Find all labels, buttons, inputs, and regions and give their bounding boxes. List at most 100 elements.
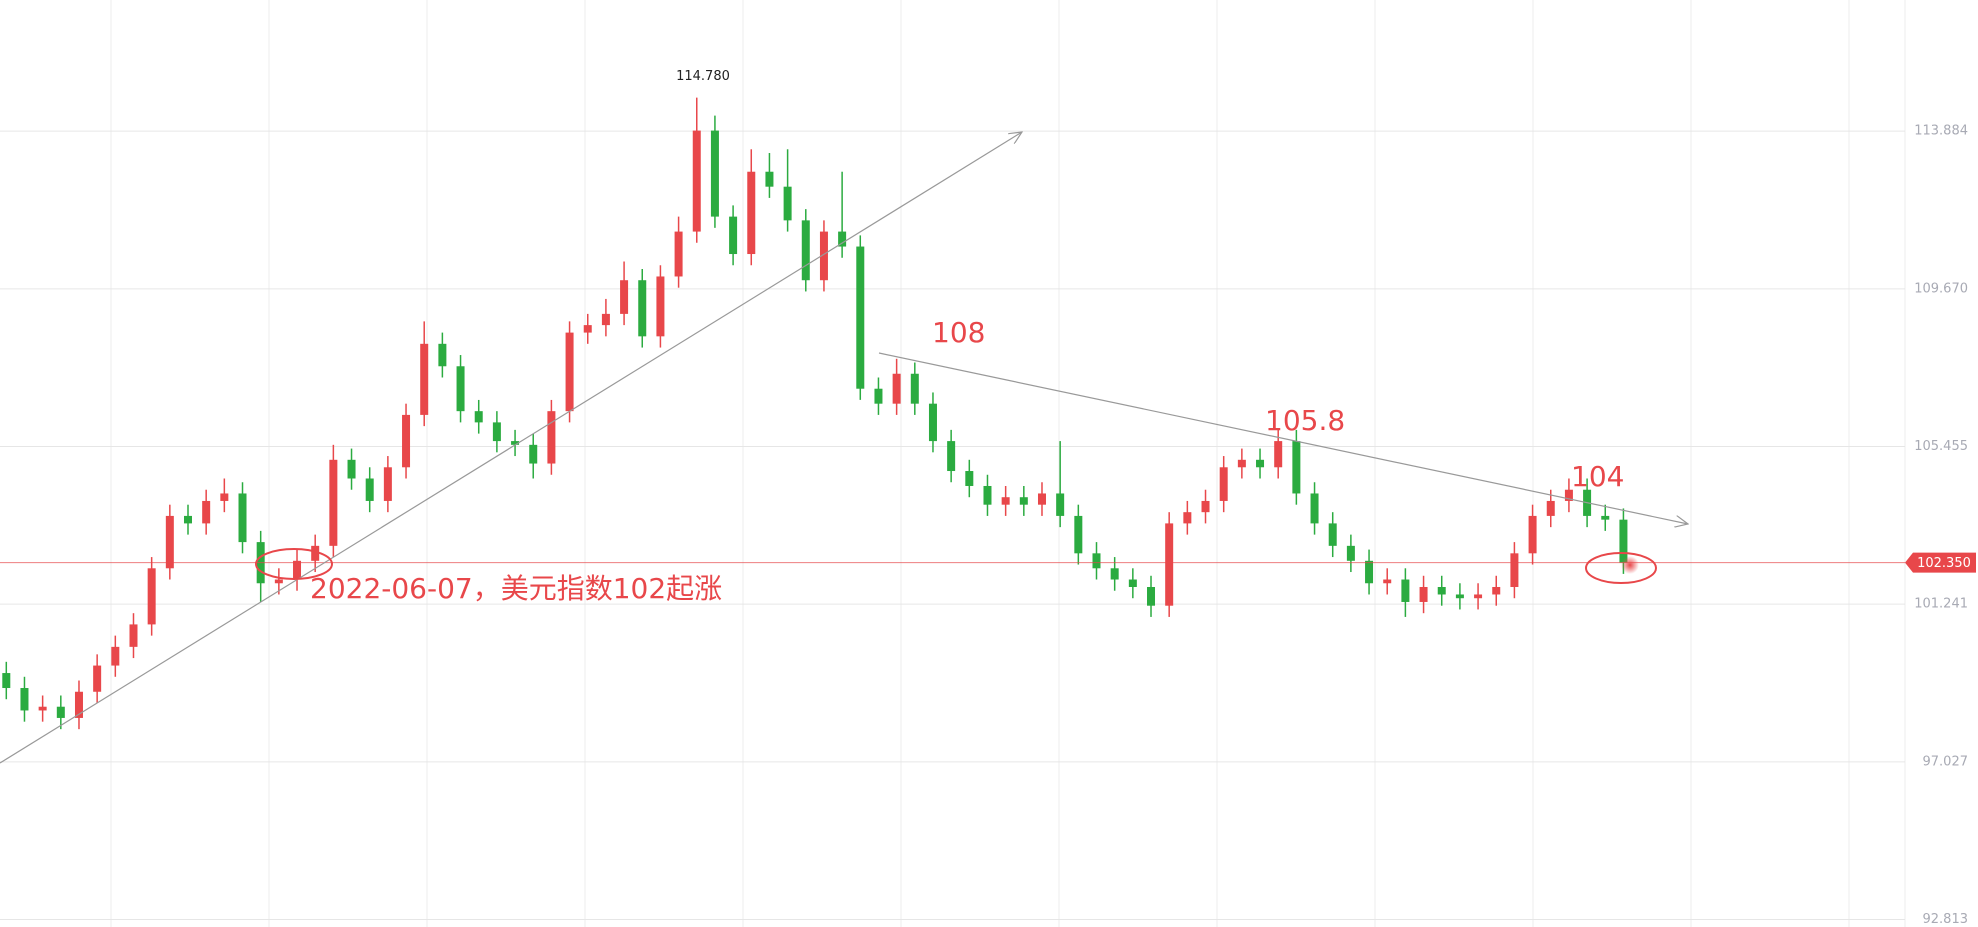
candle-body <box>274 579 283 584</box>
y-tick-label: 105.455 <box>1914 439 1968 454</box>
candle-body <box>129 624 138 647</box>
candle-body <box>801 220 810 281</box>
candle-body <box>747 171 756 255</box>
last-price-tag <box>1905 552 1976 573</box>
candle-body <box>147 568 156 625</box>
candle-body <box>1056 493 1065 516</box>
candle-body <box>692 130 701 232</box>
y-tick-label: 101.241 <box>1914 597 1968 612</box>
candle-body <box>56 706 65 718</box>
candle-body <box>1074 515 1083 554</box>
candle-body <box>383 467 392 501</box>
candle-body <box>1201 500 1210 513</box>
annotation: 104 <box>1571 460 1624 493</box>
candle-body <box>765 171 774 187</box>
candle-body <box>165 515 174 569</box>
candle-body <box>547 411 556 464</box>
candle-body <box>928 403 937 442</box>
candle-body <box>74 691 83 718</box>
candle-body <box>1401 579 1410 602</box>
last-price-label: 102.350 <box>1917 556 1971 571</box>
candle-body <box>1619 519 1628 563</box>
annotation: 108 <box>932 316 985 349</box>
candle-body <box>1328 523 1337 546</box>
trend-line <box>878 352 1688 524</box>
candle-body <box>438 343 447 367</box>
candle-body <box>983 485 992 505</box>
candle-body <box>783 186 792 221</box>
candle-body <box>1310 493 1319 524</box>
circle-marker <box>1585 552 1657 584</box>
candle-body <box>1219 467 1228 501</box>
y-tick-label: 113.884 <box>1914 124 1968 139</box>
candle-body <box>38 706 47 711</box>
candle-body <box>420 343 429 415</box>
candle-body <box>1346 545 1355 561</box>
candle-body <box>910 373 919 404</box>
candle-body <box>1474 594 1483 599</box>
candle-body <box>220 493 229 501</box>
candle-body <box>511 441 520 445</box>
candle-body <box>1037 493 1046 505</box>
candle-body <box>1365 560 1374 584</box>
candle-body <box>311 545 320 561</box>
candle-body <box>1455 594 1464 599</box>
plot: 92.813 97.027 101.241 105.455 109.670 113.884 <box>0 97 1969 927</box>
candle-body <box>656 276 665 337</box>
candle-body <box>1183 512 1192 524</box>
annotation: 2022-06-07，美元指数102起涨 <box>310 572 722 605</box>
candle-body <box>347 459 356 479</box>
candle-body <box>1292 441 1301 494</box>
candle-body <box>202 500 211 524</box>
candle-body <box>729 216 738 255</box>
candle-body <box>1510 553 1519 587</box>
candle-body <box>1528 515 1537 554</box>
candle-body <box>1128 579 1137 587</box>
candle-body <box>456 366 465 412</box>
candle-body <box>329 459 338 546</box>
candle-body <box>1110 568 1119 580</box>
candle-body <box>1147 586 1156 606</box>
candle-body <box>492 422 501 442</box>
candle-body <box>710 130 719 217</box>
drawings <box>0 132 1688 764</box>
candle-body <box>1165 523 1174 606</box>
candle-body <box>874 388 883 404</box>
y-tick-label: 97.027 <box>1923 754 1969 769</box>
candle-body <box>93 665 102 692</box>
candle-body <box>293 560 302 580</box>
candle-body <box>838 231 847 247</box>
candle-body <box>674 231 683 277</box>
candle-body <box>892 373 901 404</box>
candle-body <box>1546 500 1555 516</box>
candle-body <box>1419 586 1428 602</box>
candle-body <box>1601 515 1610 520</box>
candle-body <box>20 688 29 711</box>
y-tick-label: 109.670 <box>1914 281 1968 296</box>
candle-body <box>111 646 120 666</box>
candle-body <box>1383 579 1392 584</box>
circle-marker <box>255 548 333 580</box>
candle-body <box>402 414 411 468</box>
candle-body <box>1001 497 1010 505</box>
candle-body <box>1092 553 1101 569</box>
candle-body <box>638 280 647 337</box>
candle-body <box>1564 489 1573 501</box>
max-label: 114.780 <box>676 69 730 84</box>
candle-body <box>965 471 974 486</box>
candle-body <box>2 673 11 689</box>
candle-body <box>620 280 629 314</box>
candle-body <box>947 441 956 472</box>
trend-line <box>0 132 1022 764</box>
candle-body <box>184 515 192 524</box>
candle-body <box>601 313 610 326</box>
y-tick-label: 92.813 <box>1923 912 1969 927</box>
candle-body <box>583 325 592 333</box>
cursor-dot <box>1621 556 1639 574</box>
candle-body <box>565 332 574 412</box>
annotation: 105.8 <box>1265 404 1345 437</box>
candle-body <box>856 246 865 389</box>
candle-body <box>238 493 247 543</box>
candle-body <box>474 411 483 423</box>
